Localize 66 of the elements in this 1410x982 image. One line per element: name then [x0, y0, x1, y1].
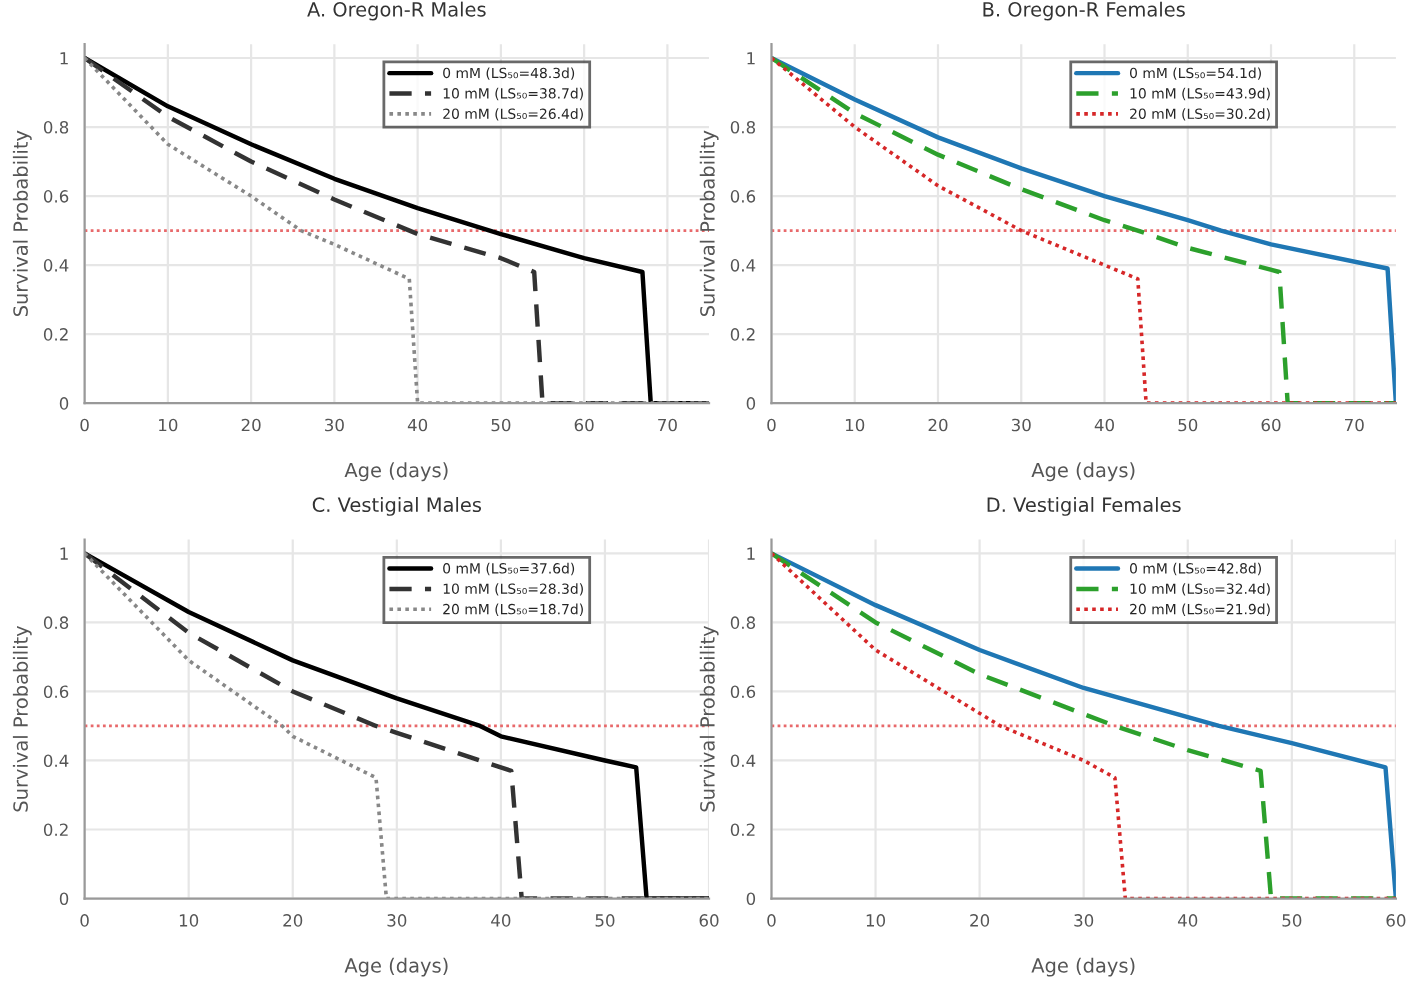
x-tick-label: 60 — [699, 914, 719, 927]
y-axis-title: Survival Probability — [699, 130, 719, 317]
y-tick-label: 0 — [59, 397, 69, 410]
y-tick-label: 0 — [746, 397, 756, 410]
x-tick-label: 30 — [1074, 914, 1094, 927]
y-tick-label: 0.4 — [730, 259, 756, 272]
x-tick-label: 30 — [325, 418, 344, 432]
y-tick-label: 0.4 — [43, 754, 69, 768]
x-tick-label: 60 — [1261, 418, 1281, 432]
y-tick-label: 0.6 — [43, 190, 69, 203]
x-tick-label: 50 — [1282, 914, 1302, 927]
x-tick-label: 20 — [928, 418, 948, 432]
x-tick-label: 20 — [283, 914, 303, 927]
x-tick-label: 30 — [1011, 418, 1031, 432]
y-axis-title: Survival Probability — [699, 625, 719, 812]
y-tick-label: 0.4 — [730, 754, 756, 768]
x-tick-label: 70 — [658, 418, 677, 432]
y-tick-label: 1 — [747, 547, 755, 560]
y-axis-title: Survival Probability — [12, 625, 32, 812]
x-tick-label: 40 — [407, 418, 428, 432]
chart-title: A. Oregon-R Males — [307, 1, 486, 21]
x-tick-label: 0 — [767, 418, 776, 432]
y-axis-title: Survival Probability — [12, 130, 32, 317]
x-tick-label: 70 — [1345, 418, 1364, 432]
x-tick-label: 50 — [491, 418, 511, 432]
y-tick-label: 1 — [747, 52, 755, 65]
x-tick-label: 40 — [491, 914, 511, 927]
x-tick-label: 10 — [866, 914, 886, 927]
x-tick-label: 10 — [179, 914, 199, 927]
y-tick-label: 0.2 — [43, 328, 68, 341]
y-tick-label: 0.8 — [730, 120, 756, 134]
x-tick-label: 10 — [159, 418, 178, 432]
y-tick-label: 0.6 — [43, 685, 69, 698]
y-tick-label: 0.2 — [43, 823, 68, 837]
y-tick-label: 0.2 — [730, 328, 755, 341]
x-tick-label: 60 — [1386, 914, 1406, 927]
chart-title: C. Vestigial Males — [312, 497, 482, 516]
y-tick-label: 0.2 — [730, 823, 755, 837]
x-axis-title: Age (days) — [344, 462, 448, 482]
y-tick-label: 0.6 — [730, 190, 756, 203]
y-tick-label: 1 — [60, 52, 68, 65]
x-tick-label: 20 — [241, 418, 261, 432]
y-tick-label: 0 — [746, 892, 756, 906]
x-tick-label: 60 — [574, 418, 594, 432]
x-tick-label: 50 — [595, 914, 615, 927]
x-tick-label: 30 — [387, 914, 407, 927]
x-axis-title: Age (days) — [1031, 462, 1135, 482]
x-tick-label: 20 — [970, 914, 990, 927]
x-tick-label: 0 — [80, 914, 89, 927]
x-tick-label: 50 — [1178, 418, 1198, 432]
x-axis-title: Age (days) — [1031, 957, 1135, 977]
y-tick-label: 0.6 — [730, 685, 756, 698]
chart-title: D. Vestigial Females — [987, 497, 1181, 516]
y-tick-label: 1 — [60, 547, 68, 560]
y-tick-label: 0.8 — [730, 616, 756, 629]
x-axis-title: Age (days) — [344, 957, 448, 977]
x-tick-label: 40 — [1094, 418, 1114, 432]
chart-title: B. Oregon-R Females — [983, 1, 1185, 21]
x-tick-label: 0 — [767, 914, 776, 927]
y-tick-label: 0.4 — [43, 259, 69, 272]
y-tick-label: 0 — [59, 892, 69, 906]
x-tick-label: 40 — [1177, 914, 1198, 927]
x-tick-label: 0 — [80, 418, 89, 432]
y-tick-label: 0.8 — [43, 616, 69, 629]
y-tick-label: 0.8 — [43, 120, 69, 134]
x-tick-label: 10 — [845, 418, 865, 432]
